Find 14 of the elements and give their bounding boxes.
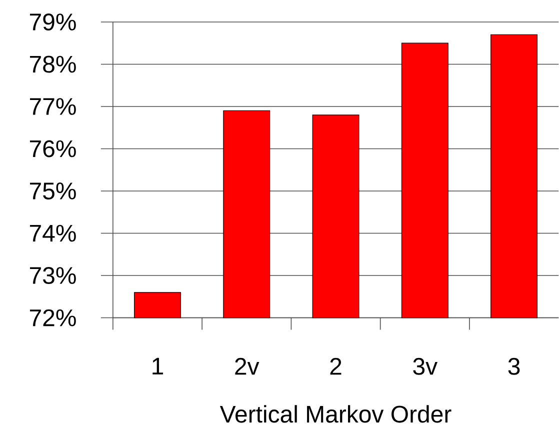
x-tick-label: 2 [330,358,342,375]
y-tick-label: 79% [30,14,76,31]
x-axis-title: Vertical Markov Order [220,405,452,423]
x-tick-label: 1 [152,358,163,375]
y-tick-label: 73% [30,267,76,284]
y-tick-label: 78% [30,56,76,73]
y-tick-label: 77% [30,98,76,116]
x-tick-label: 3v [413,358,438,376]
y-tick-label: 76% [30,140,76,158]
x-tick-label: 2v [235,358,260,375]
x-tick-label: 3 [508,358,520,376]
y-tick-label: 75% [30,182,76,200]
y-tick-label: 74% [30,225,76,242]
y-tick-label: 72% [30,309,76,326]
